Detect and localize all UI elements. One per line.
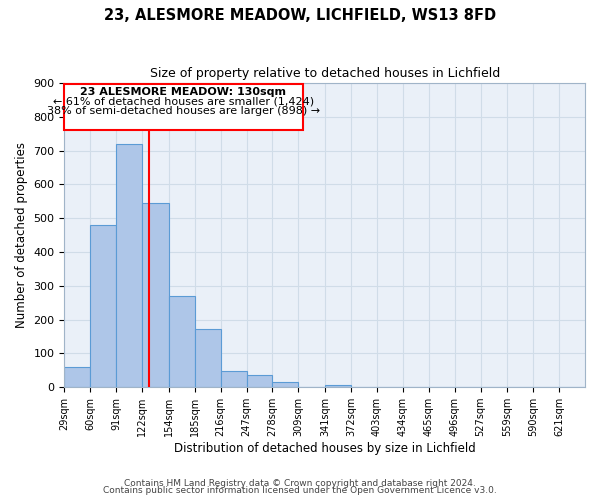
Bar	[221, 371, 247, 387]
Bar	[91, 225, 116, 387]
Bar	[64, 367, 91, 387]
Text: Contains public sector information licensed under the Open Government Licence v3: Contains public sector information licen…	[103, 486, 497, 495]
Bar	[272, 382, 298, 387]
Text: 23 ALESMORE MEADOW: 130sqm: 23 ALESMORE MEADOW: 130sqm	[80, 87, 286, 97]
Text: ← 61% of detached houses are smaller (1,424): ← 61% of detached houses are smaller (1,…	[53, 96, 314, 106]
X-axis label: Distribution of detached houses by size in Lichfield: Distribution of detached houses by size …	[174, 442, 476, 455]
Bar	[247, 376, 272, 387]
Bar	[142, 203, 169, 387]
Bar	[325, 384, 351, 387]
Bar	[116, 144, 142, 387]
Bar	[169, 296, 195, 387]
Text: 23, ALESMORE MEADOW, LICHFIELD, WS13 8FD: 23, ALESMORE MEADOW, LICHFIELD, WS13 8FD	[104, 8, 496, 22]
FancyBboxPatch shape	[64, 84, 302, 130]
Title: Size of property relative to detached houses in Lichfield: Size of property relative to detached ho…	[149, 68, 500, 80]
Y-axis label: Number of detached properties: Number of detached properties	[15, 142, 28, 328]
Text: 38% of semi-detached houses are larger (898) →: 38% of semi-detached houses are larger (…	[47, 106, 320, 116]
Text: Contains HM Land Registry data © Crown copyright and database right 2024.: Contains HM Land Registry data © Crown c…	[124, 478, 476, 488]
Bar	[195, 329, 221, 387]
